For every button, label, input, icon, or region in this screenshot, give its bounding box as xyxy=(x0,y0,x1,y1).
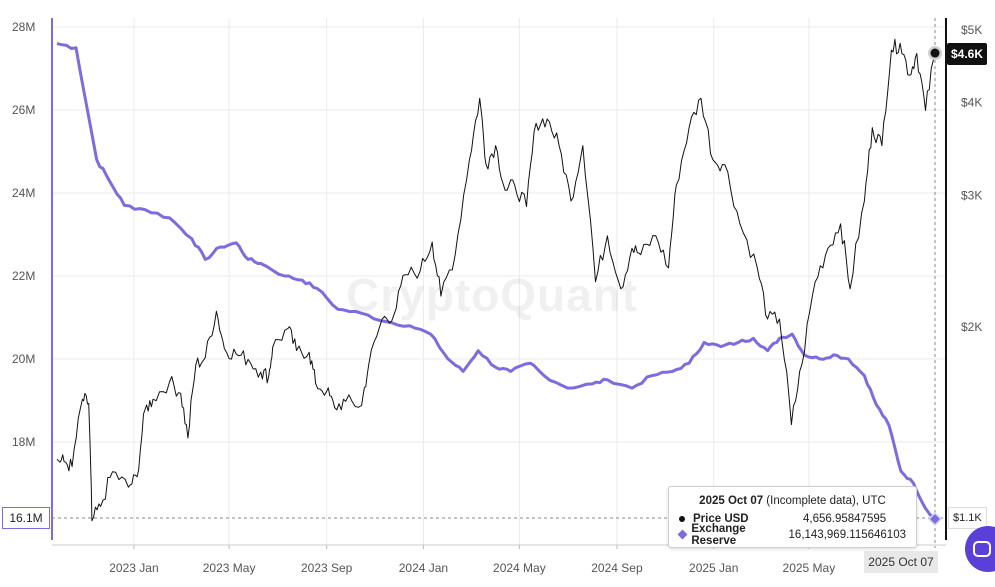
reserve-marker-icon xyxy=(677,529,691,541)
left-tick-label: 26M xyxy=(12,103,35,117)
x-tick-label: 2024 May xyxy=(493,561,546,575)
right-tick-label: $3K xyxy=(961,189,982,203)
chat-button[interactable] xyxy=(965,526,995,572)
x-tick-label: 2023 Jan xyxy=(109,561,158,575)
tooltip-suffix: (Incomplete data), UTC xyxy=(763,495,886,507)
series-price-usd-line xyxy=(56,38,936,522)
right-axis: $2K $3K $4K $5K xyxy=(961,23,982,334)
tooltip-row-price: Price USD 4,656.95847595 xyxy=(679,511,906,527)
left-axis: 18M 20M 22M 24M 26M 28M xyxy=(12,20,35,449)
price-end-marker xyxy=(930,48,940,58)
right-tick-label: $5K xyxy=(961,23,982,37)
tooltip-price-label: Price USD xyxy=(693,513,749,525)
x-tick-label: 2025 Jan xyxy=(689,561,738,575)
tooltip-row-reserve: Exchange Reserve 16,143,969.115646103 xyxy=(677,523,906,547)
left-tick-label: 24M xyxy=(12,186,35,200)
x-tick-label: 2023 May xyxy=(203,561,256,575)
x-tick-label: 2024 Jan xyxy=(399,561,448,575)
left-tick-label: 18M xyxy=(12,435,35,449)
right-tick-label: $4K xyxy=(961,95,982,109)
series-markers xyxy=(927,46,943,527)
reserve-end-marker xyxy=(930,514,940,524)
x-tick-label: 2023 Sep xyxy=(301,561,353,575)
crosshair-date-badge: 2025 Oct 07 xyxy=(864,551,938,573)
left-tick-label: 22M xyxy=(12,269,35,283)
watermark: CryptoQuant xyxy=(346,269,639,321)
tooltip-title: 2025 Oct 07 (Incomplete data), UTC xyxy=(679,495,906,507)
x-tick-label: 2024 Sep xyxy=(591,561,643,575)
x-tick-label: 2025 May xyxy=(783,561,836,575)
x-axis: 2023 Jan 2023 May 2023 Sep 2024 Jan 2024 May… xyxy=(109,545,835,575)
left-tick-label: 28M xyxy=(12,20,35,34)
left-axis-value-badge: 16.1M xyxy=(2,507,50,529)
tooltip: 2025 Oct 07 (Incomplete data), UTC Price… xyxy=(668,486,917,548)
left-tick-label: 20M xyxy=(12,352,35,366)
right-tick-label: $2K xyxy=(961,320,982,334)
tooltip-price-value: 4,656.95847595 xyxy=(803,513,887,525)
right-axis-crosshair-badge: $1.1K xyxy=(948,507,987,529)
tooltip-date: 2025 Oct 07 xyxy=(699,495,764,507)
chat-icon xyxy=(973,541,991,557)
series-exchange-reserve-line xyxy=(56,42,937,520)
tooltip-reserve-label: Exchange Reserve xyxy=(691,523,746,547)
tooltip-reserve-value: 16,143,969.115646103 xyxy=(788,529,906,541)
right-axis-price-badge: $4.6K xyxy=(947,43,987,65)
grid xyxy=(52,18,946,545)
price-marker-icon xyxy=(679,513,693,525)
